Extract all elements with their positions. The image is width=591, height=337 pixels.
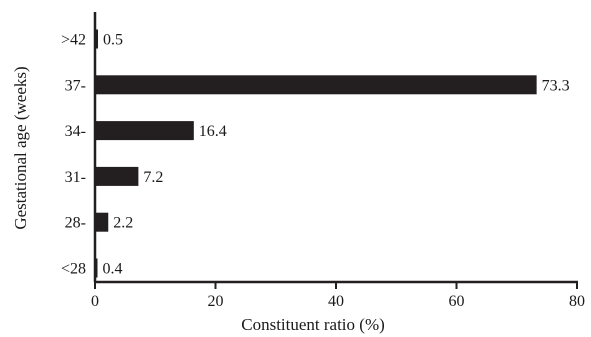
x-tick-label-3: 60 [449,293,465,310]
x-tick-label-4: 80 [569,293,585,310]
x-axis-title: Constituent ratio (%) [241,315,385,334]
data-label-4: 2.2 [113,215,133,232]
bars-layer [95,29,537,278]
data-label-3: 7.2 [143,169,163,186]
bar-2 [95,121,194,141]
data-label-2: 16.4 [199,123,227,140]
y-tick-label-4: 28- [65,215,86,232]
bar-4 [95,212,109,232]
y-tick-label-1: 37- [65,77,86,94]
y-axis-title: Gestational age (weeks) [11,66,30,229]
data-label-0: 0.5 [103,32,123,49]
y-tick-label-2: 34- [65,123,86,140]
y-tick-label-5: <28 [61,261,86,278]
data-label-1: 73.3 [542,77,570,94]
y-tick-label-0: >42 [61,32,86,49]
labels-layer: >42 0.5 37- 73.3 34- 16.4 31- 7.2 28- 2.2 <28 0.4 [61,32,570,278]
y-tick-label-3: 31- [65,169,86,186]
bar-3 [95,166,139,186]
x-ticks-layer: 0 20 40 60 80 [91,282,585,310]
x-tick-label-2: 40 [328,293,344,310]
bar-0 [95,29,99,49]
data-label-5: 0.4 [103,261,123,278]
bar-1 [95,75,537,95]
x-tick-label-1: 20 [208,293,224,310]
x-tick-label-0: 0 [91,293,99,310]
